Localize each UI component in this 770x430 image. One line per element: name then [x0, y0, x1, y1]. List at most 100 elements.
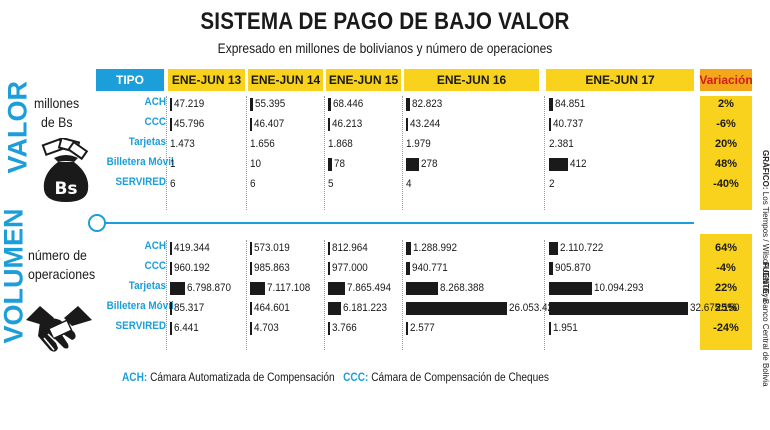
volumen-cell: 960.192 — [170, 260, 214, 276]
valor-cell: 78 — [328, 156, 346, 172]
valor-value: 412 — [570, 158, 587, 170]
valor-value: 1.868 — [328, 138, 353, 150]
volumen-bar — [406, 261, 410, 275]
volumen-cell: 8.268.388 — [406, 280, 489, 296]
volumen-value: 960.192 — [174, 262, 210, 274]
volumen-cell: 7.865.494 — [328, 280, 396, 296]
volumen-value: 2.577 — [410, 322, 435, 334]
valor-value: 2.381 — [549, 138, 574, 150]
volumen-unit-line1: número de — [28, 247, 87, 263]
volumen-cell: 2.110.722 — [549, 240, 608, 256]
column-separator — [166, 96, 167, 210]
valor-value: 45.796 — [174, 118, 205, 130]
valor-cell: 82.823 — [406, 96, 446, 112]
handshake-icon — [26, 306, 92, 352]
valor-value: 78 — [334, 158, 346, 170]
valor-unit-label: millones de Bs — [34, 94, 79, 132]
volumen-bar — [250, 241, 252, 255]
valor-value: 278 — [421, 158, 438, 170]
valor-bar — [170, 117, 172, 131]
valor-value: 40.737 — [553, 118, 584, 130]
valor-bar — [406, 117, 408, 131]
valor-side-title: VALOR — [2, 81, 33, 174]
valor-variacion: 20% — [714, 138, 738, 150]
column-separator — [544, 96, 545, 210]
header-period-5: ENE-JUN 17 — [546, 69, 694, 91]
valor-cell: 46.213 — [328, 116, 366, 132]
valor-bar — [549, 157, 568, 171]
volumen-cell: 4.703 — [250, 320, 282, 336]
valor-value: 47.219 — [174, 98, 205, 110]
column-separator — [402, 240, 403, 350]
volumen-bar — [406, 301, 507, 315]
volumen-variacion: -24% — [713, 322, 739, 334]
valor-cell: 46.407 — [250, 116, 288, 132]
volumen-cell: 573.019 — [250, 240, 294, 256]
volumen-cell: 812.964 — [328, 240, 372, 256]
volumen-value: 1.288.992 — [413, 242, 458, 254]
header-period-1: ENE-JUN 13 — [168, 69, 245, 91]
valor-value: 1.979 — [406, 138, 431, 150]
volumen-unit-line2: operaciones — [28, 266, 96, 282]
valor-cell: 412 — [549, 156, 588, 172]
volumen-cell: 10.094.293 — [549, 280, 649, 296]
header-period-4: ENE-JUN 16 — [404, 69, 539, 91]
volumen-cell: 905.870 — [549, 260, 595, 276]
volumen-bar — [406, 281, 438, 295]
valor-value: 6 — [170, 178, 176, 190]
volumen-value: 6.181.223 — [343, 302, 388, 314]
volumen-value: 940.771 — [412, 262, 448, 274]
column-separator — [324, 240, 325, 350]
volumen-bar — [328, 281, 345, 295]
volumen-cell: 1.951 — [549, 320, 581, 336]
valor-value: 68.446 — [333, 98, 364, 110]
volumen-cell: 7.117.108 — [250, 280, 315, 296]
volumen-cell: 2.577 — [406, 320, 438, 336]
volumen-cell: 1.288.992 — [406, 240, 462, 256]
valor-cell: 2.381 — [549, 136, 577, 152]
volumen-value: 7.117.108 — [267, 282, 311, 294]
valor-cell: 55.395 — [250, 96, 289, 112]
valor-value: 43.244 — [410, 118, 441, 130]
valor-bar — [328, 117, 330, 131]
valor-bar — [250, 97, 253, 111]
valor-cell: 84.851 — [549, 96, 589, 112]
money-bag-label: Bs — [54, 179, 77, 199]
valor-cell: 10 — [250, 156, 262, 172]
volumen-bar — [549, 261, 553, 275]
volumen-bar — [549, 281, 592, 295]
volumen-bar — [406, 321, 408, 335]
volumen-value: 812.964 — [332, 242, 368, 254]
volumen-bar — [250, 281, 265, 295]
valor-value: 5 — [328, 178, 334, 190]
volumen-cell: 6.181.223 — [328, 300, 392, 316]
variacion-column-valor — [700, 96, 752, 210]
volumen-cell: 464.601 — [250, 300, 294, 316]
money-bag-icon: Bs — [41, 138, 89, 202]
volumen-bar — [170, 281, 185, 295]
valor-cell: 6 — [170, 176, 176, 192]
valor-value: 82.823 — [412, 98, 443, 110]
volumen-value: 419.344 — [174, 242, 210, 254]
valor-value: 1.473 — [170, 138, 195, 150]
section-divider-knob — [88, 214, 106, 232]
valor-cell: 2 — [549, 176, 555, 192]
volumen-value: 7.865.494 — [347, 282, 392, 294]
valor-cell: 1.656 — [250, 136, 278, 152]
valor-value: 1.656 — [250, 138, 275, 150]
valor-value: 1 — [170, 158, 176, 170]
volumen-value: 26.053.421 — [509, 302, 559, 314]
valor-row-label: SERVIRED — [115, 176, 166, 188]
volumen-value: 8.268.388 — [440, 282, 485, 294]
valor-value: 6 — [250, 178, 256, 190]
header-period-2: ENE-JUN 14 — [248, 69, 323, 91]
valor-variacion: -6% — [716, 118, 736, 130]
valor-unit-line1: millones — [34, 95, 80, 111]
volumen-value: 464.601 — [254, 302, 290, 314]
valor-cell: 1.979 — [406, 136, 434, 152]
legend-ach-key: ACH: — [122, 372, 148, 384]
volumen-value: 2.110.722 — [560, 242, 604, 254]
valor-cell: 45.796 — [170, 116, 208, 132]
volumen-value: 32.675.150 — [690, 302, 740, 314]
section-divider — [100, 222, 694, 224]
